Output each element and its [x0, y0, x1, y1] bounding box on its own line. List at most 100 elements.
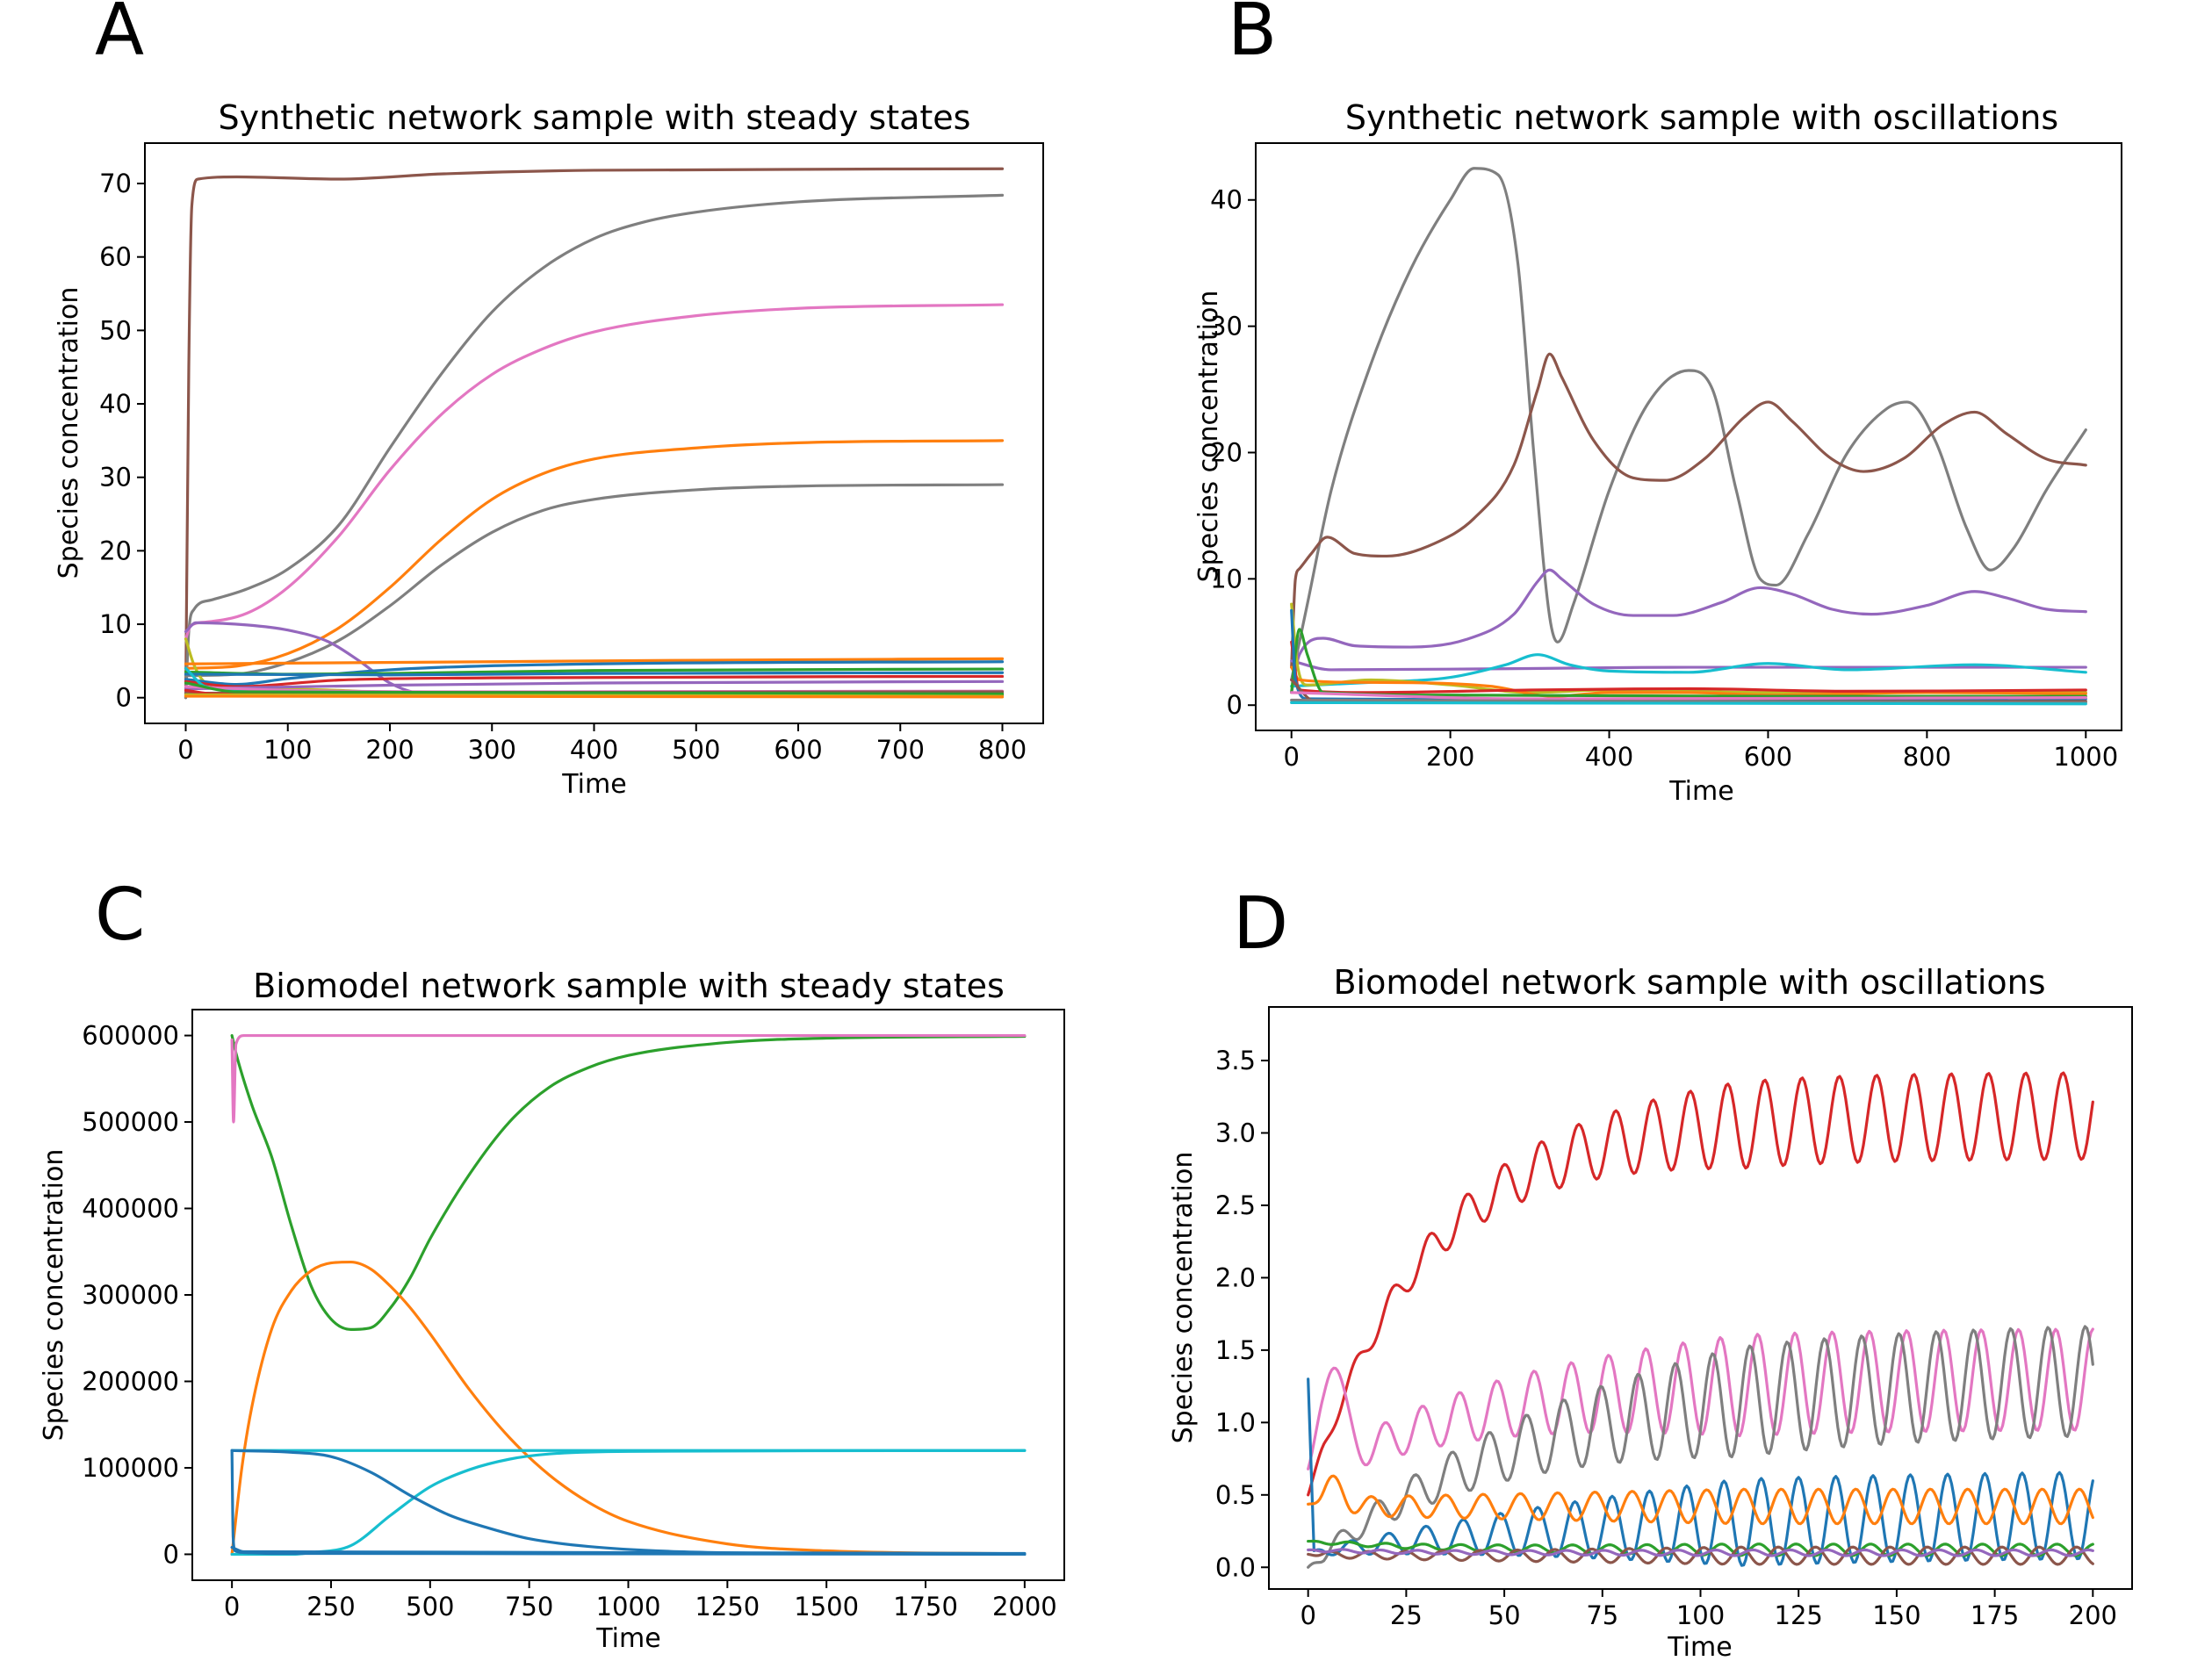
x-tick-label: 800: [978, 735, 1027, 765]
series-line-20: [184, 694, 1005, 699]
y-tick-label: 10: [1210, 564, 1243, 593]
series-line-1: [230, 1033, 1027, 1331]
series-line-6: [230, 1449, 1027, 1556]
series-line-14: [1290, 701, 2087, 706]
x-tick-label: 1000: [596, 1592, 661, 1621]
series-line-10: [1290, 608, 2087, 702]
series-line-1: [1307, 1071, 2094, 1497]
x-tick-label: 750: [505, 1592, 553, 1621]
x-tick-label: 150: [1872, 1600, 1920, 1630]
panel-letter: A: [95, 0, 144, 72]
x-axis-label: Time: [1668, 776, 1733, 807]
series-line-7: [1307, 1545, 2094, 1566]
chart-title: Synthetic network sample with steady sta…: [219, 98, 971, 137]
panel-b: B Synthetic network sample with oscillat…: [1193, 0, 2122, 807]
chart-title: Synthetic network sample with oscillatio…: [1345, 98, 2058, 137]
y-tick-label: 600000: [82, 1021, 179, 1051]
y-tick-label: 1.0: [1215, 1407, 1256, 1437]
y-tick-label: 30: [1210, 312, 1243, 342]
x-tick-label: 0: [177, 735, 193, 765]
x-tick-label: 300: [468, 735, 516, 765]
series-line-5: [230, 1449, 1027, 1557]
panel-letter: D: [1233, 882, 1288, 966]
series-line-5: [1290, 653, 2087, 688]
series-line-7: [230, 1449, 1027, 1557]
series-line-1: [1290, 167, 2087, 682]
x-axis-label: Time: [595, 1623, 660, 1654]
series-line-2: [184, 193, 1005, 700]
series-line-11: [184, 671, 1005, 677]
y-tick-label: 0: [163, 1539, 179, 1569]
x-tick-label: 1000: [2053, 742, 2118, 772]
series-line-9: [1290, 628, 2087, 698]
series-line-3: [1307, 1325, 2094, 1569]
x-tick-label: 400: [570, 735, 618, 765]
axes-frame: [191, 1009, 1065, 1581]
y-tick-label: 30: [99, 463, 132, 493]
x-tick-label: 175: [1971, 1600, 2019, 1630]
panel-a: A Synthetic network sample with steady s…: [54, 0, 1044, 800]
y-tick-label: 20: [1210, 437, 1243, 467]
chart-title: Biomodel network sample with steady stat…: [253, 967, 1005, 1005]
series-line-8: [230, 1545, 1027, 1556]
series-line-3: [184, 303, 1005, 641]
axes-frame: [144, 142, 1044, 724]
axes-frame: [1255, 142, 2122, 731]
series-line-4: [184, 439, 1005, 670]
y-tick-label: 1.5: [1215, 1335, 1256, 1365]
series-line-8: [1307, 1548, 2094, 1557]
y-axis-label: Species concentration: [54, 287, 84, 579]
y-axis-label: Species concentration: [39, 1149, 69, 1442]
y-tick-label: 10: [99, 609, 132, 639]
x-tick-label: 2000: [992, 1592, 1057, 1621]
y-tick-label: 0.5: [1215, 1480, 1256, 1510]
y-tick-label: 0: [116, 683, 132, 713]
series-line-1: [184, 167, 1005, 700]
plot-area: 0 200 400 600 800 1000 0 10 20 30 40: [1210, 142, 2122, 772]
series-group: [230, 1033, 1027, 1557]
x-tick-label: 200: [2069, 1600, 2117, 1630]
series-line-9: [184, 660, 1005, 687]
x-tick-label: 1750: [893, 1592, 958, 1621]
series-line-7: [1290, 665, 2087, 698]
x-axis-label: Time: [561, 769, 626, 800]
series-line-5: [1307, 1474, 2094, 1526]
y-tick-label: 500000: [82, 1107, 179, 1137]
x-tick-label: 600: [774, 735, 822, 765]
panel-letter: B: [1228, 0, 1277, 72]
y-tick-label: 0: [1227, 690, 1243, 720]
x-tick-label: 0: [1300, 1600, 1315, 1630]
y-tick-label: 50: [99, 315, 132, 345]
x-tick-label: 25: [1390, 1600, 1423, 1630]
y-tick-label: 100000: [82, 1453, 179, 1483]
chart-title: Biomodel network sample with oscillation…: [1333, 963, 2045, 1002]
panel-c: C Biomodel network sample with steady st…: [39, 874, 1065, 1654]
series-group: [184, 167, 1005, 700]
y-tick-label: 60: [99, 242, 132, 272]
x-tick-label: 1250: [695, 1592, 760, 1621]
series-line-18: [184, 681, 1005, 696]
series-line-2: [230, 1260, 1027, 1557]
y-tick-label: 400000: [82, 1194, 179, 1224]
x-tick-label: 700: [876, 735, 925, 765]
x-tick-label: 1500: [794, 1592, 859, 1621]
y-tick-label: 300000: [82, 1280, 179, 1310]
x-axis-label: Time: [1667, 1632, 1732, 1661]
plot-area: 0 25 50 75 100 125 150 175 200 0.0 0.5 1.0 1.5 2.0 2.5…: [1215, 1006, 2133, 1630]
series-line-5: [184, 483, 1005, 678]
plot-area: 0 250 500 750 1000 1250 1500 1750 2000 0 100000 200…: [82, 1009, 1065, 1621]
series-line-4: [1290, 659, 2087, 672]
x-tick-label: 50: [1488, 1600, 1521, 1630]
y-tick-label: 3.5: [1215, 1046, 1256, 1075]
y-tick-label: 40: [1210, 185, 1243, 215]
x-tick-label: 0: [1283, 742, 1299, 772]
series-line-12: [1290, 691, 2087, 701]
x-tick-label: 200: [365, 735, 414, 765]
y-tick-label: 2.0: [1215, 1262, 1256, 1292]
series-line-3: [1290, 568, 2087, 694]
x-tick-label: 500: [672, 735, 720, 765]
y-tick-label: 2.5: [1215, 1190, 1256, 1220]
series-group: [1290, 167, 2087, 706]
y-tick-label: 3.0: [1215, 1118, 1256, 1147]
